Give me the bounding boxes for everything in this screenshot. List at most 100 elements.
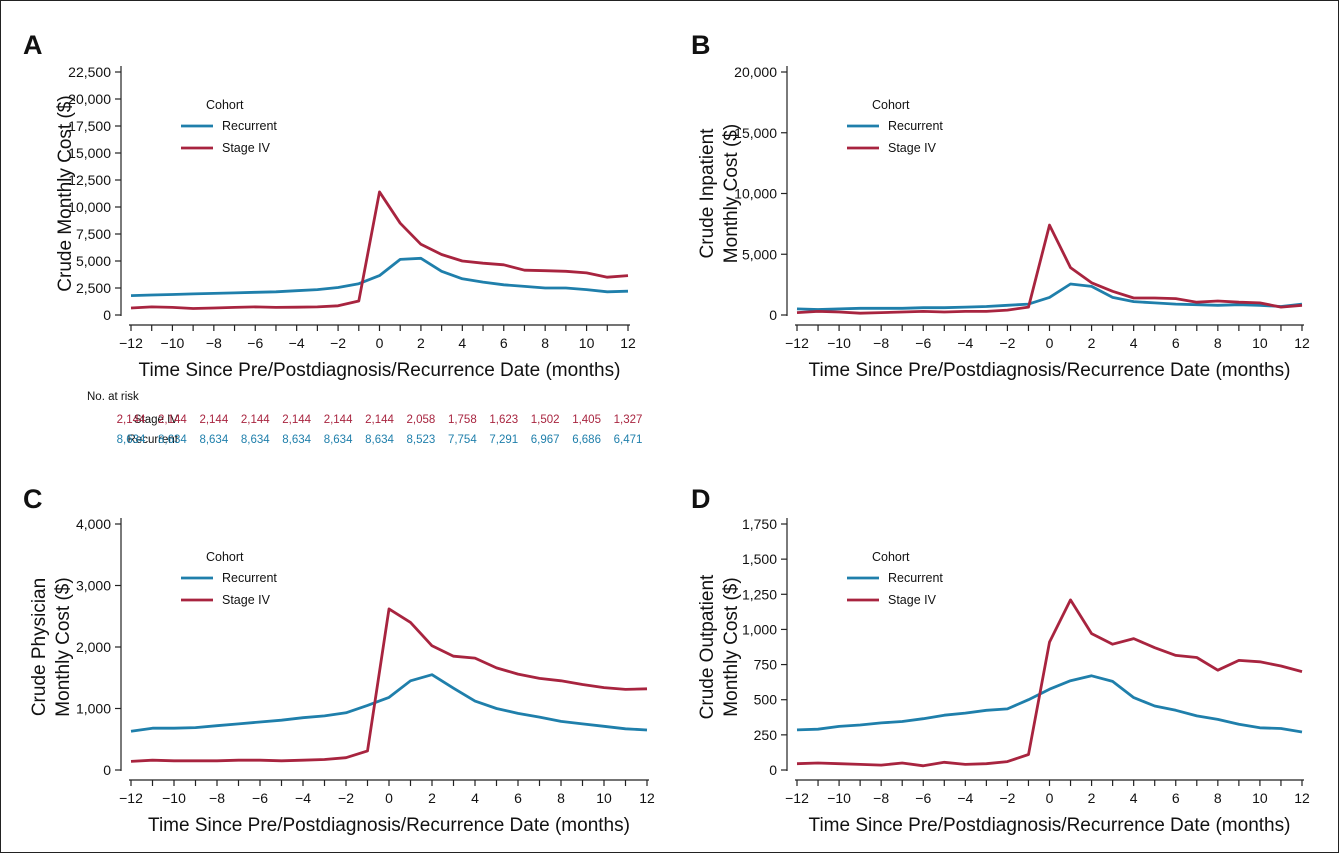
legend-title: Cohort: [206, 550, 244, 564]
y-axis-title: Crude Monthly Cost ($): [55, 95, 76, 291]
panel-d: D 0 250 500 750 1,000 1,250 1,500 1,750 −12 −10 −8…: [691, 484, 1310, 836]
x-tick-label: 6: [1172, 335, 1180, 351]
series-line-recurrent: [130, 673, 648, 733]
x-tick-label: −10: [827, 790, 851, 806]
y-tick-label: 15,000: [734, 125, 777, 141]
x-tick-label: 2: [428, 790, 436, 806]
panel-c-letter: C: [23, 484, 43, 514]
panel-c: C 0 1,000 2,000 3,000 4,000 −12 −10 −8 −6 −4 −2 0 2 4…: [23, 484, 655, 836]
y-tick-label: 4,000: [76, 516, 111, 532]
risk-value: 2,144: [241, 414, 270, 426]
x-tick-label: −6: [252, 790, 268, 806]
legend-entry: Recurrent: [888, 119, 943, 133]
y-tick-label: 0: [769, 307, 777, 323]
y-tick-label: 0: [103, 307, 111, 323]
panel-a-letter: A: [23, 30, 43, 60]
risk-value: 8,634: [199, 434, 228, 446]
y-tick-label: 250: [754, 727, 778, 743]
x-tick-label: −4: [957, 335, 973, 351]
y-tick-label: 0: [769, 762, 777, 778]
risk-value: 8,634: [241, 434, 270, 446]
risk-value: 8,634: [158, 434, 187, 446]
x-tick-label: 0: [1046, 790, 1054, 806]
risk-value: 8,634: [365, 434, 394, 446]
x-axis-title: Time Since Pre/Postdiagnosis/Recurrence …: [148, 815, 630, 836]
x-tick-label: −6: [915, 790, 931, 806]
x-tick-label: −2: [330, 335, 346, 351]
y-axis-title: Crude Outpatient: [697, 574, 718, 719]
y-axis-title: Monthly Cost ($): [53, 577, 74, 716]
risk-value: 2,144: [199, 414, 228, 426]
risk-value: 7,754: [448, 434, 477, 446]
x-tick-label: 0: [376, 335, 384, 351]
y-tick-label: 1,000: [742, 621, 777, 637]
y-tick-label: 0: [103, 762, 111, 778]
legend-entry: Stage IV: [888, 141, 937, 155]
risk-value: 8,634: [117, 434, 146, 446]
x-axis-title: Time Since Pre/Postdiagnosis/Recurrence …: [809, 815, 1291, 836]
x-tick-label: −4: [295, 790, 311, 806]
x-tick-label: −2: [999, 790, 1015, 806]
risk-value: 1,502: [531, 414, 560, 426]
panel-d-letter: D: [691, 484, 711, 514]
series-line-stage_iv: [130, 190, 629, 310]
x-tick-label: 12: [639, 790, 655, 806]
y-tick-label: 15,000: [68, 145, 111, 161]
risk-value: 7,291: [489, 434, 518, 446]
x-tick-label: −12: [119, 790, 143, 806]
x-tick-label: 10: [1252, 790, 1268, 806]
series-line-recurrent: [130, 256, 629, 297]
x-tick-label: 6: [514, 790, 522, 806]
series-line-stage_iv: [130, 607, 648, 763]
series-line-stage_iv: [796, 598, 1303, 768]
x-tick-label: 2: [1088, 335, 1096, 351]
y-tick-label: 2,000: [76, 639, 111, 655]
x-tick-label: 8: [1214, 335, 1222, 351]
legend-entry: Recurrent: [222, 571, 277, 585]
y-tick-label: 2,500: [76, 280, 111, 296]
x-tick-label: 0: [385, 790, 393, 806]
risk-value: 2,058: [407, 414, 436, 426]
x-tick-label: 2: [417, 335, 425, 351]
risk-value: 2,144: [324, 414, 353, 426]
x-axis-title: Time Since Pre/Postdiagnosis/Recurrence …: [139, 360, 621, 381]
panel-a: A 0 2,500 5,000 7,500 10,000 12,500 15,000 17,5…: [23, 30, 636, 381]
y-tick-label: 20,000: [68, 91, 111, 107]
x-tick-label: 4: [458, 335, 466, 351]
x-tick-label: −8: [209, 790, 225, 806]
x-tick-label: −4: [957, 790, 973, 806]
y-tick-label: 1,500: [742, 551, 777, 567]
x-tick-label: −2: [338, 790, 354, 806]
y-tick-label: 1,250: [742, 586, 777, 602]
risk-value: 1,758: [448, 414, 477, 426]
risk-value: 6,967: [531, 434, 560, 446]
y-tick-label: 10,000: [68, 199, 111, 215]
y-tick-label: 12,500: [68, 172, 111, 188]
x-tick-label: −10: [162, 790, 186, 806]
y-tick-label: 5,000: [76, 253, 111, 269]
risk-value: 8,523: [407, 434, 436, 446]
risk-value: 2,144: [282, 414, 311, 426]
series-line-recurrent: [796, 282, 1303, 311]
y-tick-label: 10,000: [734, 186, 777, 202]
x-tick-label: 8: [541, 335, 549, 351]
x-tick-label: 4: [1130, 335, 1138, 351]
legend-entry: Stage IV: [888, 593, 937, 607]
risk-value: 8,634: [324, 434, 353, 446]
y-tick-label: 750: [754, 657, 778, 673]
x-tick-label: −8: [873, 790, 889, 806]
legend-entry: Recurrent: [888, 571, 943, 585]
y-tick-label: 3,000: [76, 578, 111, 594]
risk-value: 6,471: [614, 434, 643, 446]
y-tick-label: 7,500: [76, 226, 111, 242]
x-tick-label: 12: [1294, 790, 1310, 806]
x-tick-label: 10: [596, 790, 612, 806]
x-tick-label: 6: [500, 335, 508, 351]
y-tick-label: 17,500: [68, 118, 111, 134]
legend-entry: Recurrent: [222, 119, 277, 133]
legend-title: Cohort: [872, 98, 910, 112]
x-tick-label: 8: [557, 790, 565, 806]
legend-entry: Stage IV: [222, 141, 271, 155]
risk-row-label: Stage IV: [134, 414, 178, 426]
